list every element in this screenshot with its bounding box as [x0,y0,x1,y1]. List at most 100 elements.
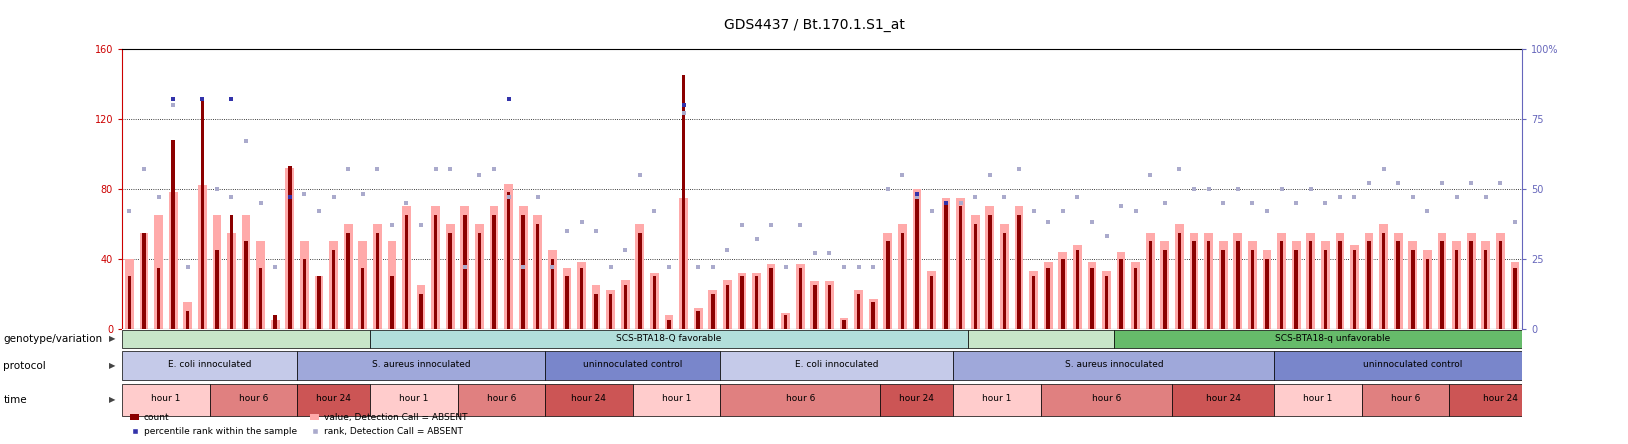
Point [874,185,900,192]
Point [933,199,959,206]
Bar [1394,233,1403,329]
Text: E. coli innoculated: E. coli innoculated [794,361,879,369]
Bar [609,294,612,329]
Bar [314,276,324,329]
Bar [1470,241,1473,329]
Point [1180,185,1206,192]
Point [160,101,186,108]
Text: hour 24: hour 24 [1483,394,1517,404]
Bar [812,285,817,329]
Text: time: time [3,395,28,404]
Point [773,264,799,271]
Point [803,250,829,257]
Bar [402,206,410,329]
Text: hour 6: hour 6 [239,394,269,404]
Bar [1076,250,1079,329]
Bar [140,233,148,329]
Text: hour 24: hour 24 [571,394,606,404]
Bar [1350,245,1359,329]
Bar [200,101,204,329]
Bar [842,320,847,329]
Bar [1438,233,1446,329]
Bar [726,285,729,329]
Bar [1088,262,1096,329]
Bar [169,192,177,329]
Point [845,264,871,271]
Text: SCS-BTA18-Q favorable: SCS-BTA18-Q favorable [617,334,721,343]
Bar [1161,241,1169,329]
Point [554,227,580,234]
Bar [1408,241,1416,329]
Bar [186,311,189,329]
Point [583,227,609,234]
Bar [1148,241,1153,329]
Bar [1411,250,1415,329]
Bar [1280,241,1283,329]
Point [510,264,536,271]
Bar [1512,267,1517,329]
Point [495,95,521,103]
Bar [270,320,280,329]
Point [1195,185,1221,192]
Bar [387,241,396,329]
Point [189,95,215,103]
Legend: count, percentile rank within the sample, value, Detection Call = ABSENT, rank, : count, percentile rank within the sample… [127,410,470,440]
Bar [1309,241,1312,329]
Bar [708,290,716,329]
Point [816,250,842,257]
Point [1327,194,1353,201]
Bar [959,206,962,329]
Bar [549,250,557,329]
Bar [1234,233,1242,329]
Bar [944,203,947,329]
Point [788,222,814,229]
Bar [1135,267,1138,329]
Point [218,95,244,103]
Bar [594,294,597,329]
Text: S. aureus innoculated: S. aureus innoculated [1065,361,1162,369]
Text: protocol: protocol [3,361,46,371]
Point [365,166,391,173]
Bar [591,285,601,329]
Point [1473,194,1499,201]
Bar [1368,241,1371,329]
Bar [723,280,731,329]
Bar [477,233,482,329]
Bar [798,267,803,329]
Point [962,194,988,201]
Point [641,208,667,215]
Point [1094,233,1120,240]
Bar [519,206,527,329]
Text: hour 1: hour 1 [661,394,690,404]
Point [1283,199,1309,206]
Point [1239,199,1265,206]
Bar [930,276,933,329]
Bar [332,250,335,329]
Bar [184,302,192,329]
Point [744,236,770,243]
Point [438,166,464,173]
Bar [1061,259,1065,329]
Bar [288,166,291,329]
Bar [886,241,889,329]
Bar [1379,224,1389,329]
Point [1210,199,1236,206]
Bar [1058,252,1068,329]
Bar [303,259,306,329]
Point [729,222,755,229]
Point [1035,219,1061,226]
Point [335,166,361,173]
Point [116,208,142,215]
Bar [1382,233,1385,329]
Point [947,199,974,206]
Bar [230,215,233,329]
Point [1166,166,1192,173]
Bar [1294,250,1298,329]
Bar [241,215,251,329]
Bar [1040,384,1172,416]
Bar [244,241,247,329]
Bar [122,351,296,380]
Text: hour 1: hour 1 [982,394,1013,404]
Text: genotype/variation: genotype/variation [3,334,103,344]
Bar [1338,241,1341,329]
